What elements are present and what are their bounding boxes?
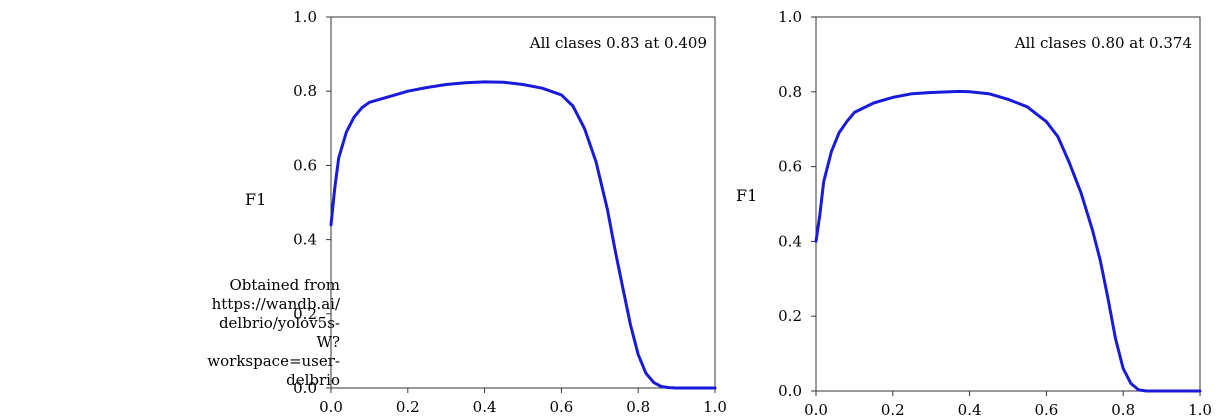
x-tick-label: 1.0 <box>703 398 727 416</box>
series-line <box>329 80 717 390</box>
y-tick-label: 0.2 <box>778 307 802 325</box>
x-tick-label: 0.8 <box>626 398 650 416</box>
x-tick-label: 0.6 <box>1034 401 1058 419</box>
y-tick-label: 1.0 <box>778 8 802 26</box>
source-note-line: delbrio <box>286 371 340 389</box>
x-tick-label: 1.0 <box>1188 401 1212 419</box>
y-tick-label: 0.0 <box>293 379 317 397</box>
x-tick-label: 0.0 <box>804 401 828 419</box>
chart-annotation: All clases 0.80 at 0.374 <box>1014 34 1192 52</box>
source-note-line: https://wandb.ai/ <box>211 295 340 313</box>
x-tick-label: 0.2 <box>881 401 905 419</box>
f1-chart-right: 0.0 0.2 0.4 0.6 0.8 1.0 0.0 0.2 0.4 0.6 0.8 1.0 F1 Al… <box>736 8 1212 419</box>
plot-frame <box>330 16 716 389</box>
series-line <box>814 89 1202 393</box>
y-tick-label: 0.2 <box>293 305 317 323</box>
y-tick-label: 0.6 <box>778 158 802 176</box>
y-tick-label: 0.4 <box>778 232 802 250</box>
x-tick-label: 0.2 <box>396 398 420 416</box>
y-axis-label: F1 <box>736 186 757 205</box>
y-axis-label: F1 <box>245 190 266 209</box>
x-tick-label: 0.4 <box>958 401 982 419</box>
x-tick-label: 0.0 <box>319 398 343 416</box>
y-tick-label: 0.0 <box>778 382 802 400</box>
source-note-line: W?workspace=user- <box>207 333 340 370</box>
source-note-line: Obtained from <box>229 276 340 294</box>
y-tick-label: 1.0 <box>293 8 317 26</box>
y-tick-label: 0.6 <box>293 156 317 174</box>
chart-annotation: All clases 0.83 at 0.409 <box>529 34 707 52</box>
source-note: Obtained from https://wandb.ai/ delbrio/… <box>190 276 340 390</box>
x-tick-label: 0.8 <box>1111 401 1135 419</box>
y-tick-label: 0.4 <box>293 231 317 249</box>
plot-frame <box>815 16 1201 392</box>
f1-chart-left: 0.0 0.2 0.4 0.6 0.8 1.0 0.0 0.2 0.4 0.6 0.8 1.0 F1 Al… <box>245 8 727 416</box>
x-tick-label: 0.4 <box>473 398 497 416</box>
x-tick-label: 0.6 <box>549 398 573 416</box>
y-tick-label: 0.8 <box>778 83 802 101</box>
source-note-line: delbrio/yolov5s- <box>218 314 340 332</box>
y-tick-label: 0.8 <box>293 82 317 100</box>
